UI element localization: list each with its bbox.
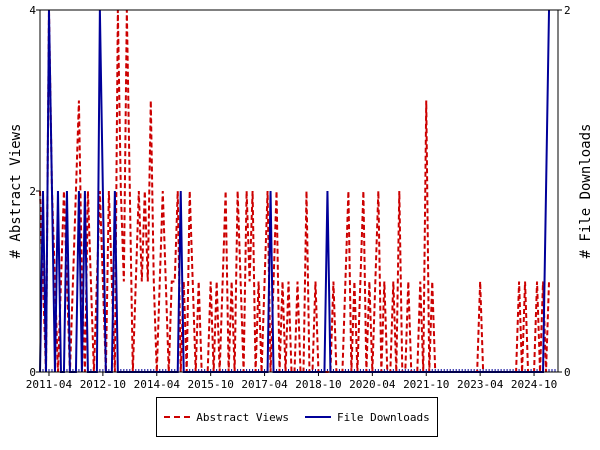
x-tick-label: 2012-10 xyxy=(80,378,126,391)
x-tick-label: 2011-04 xyxy=(26,378,73,391)
legend-label-abstract-views: Abstract Views xyxy=(196,410,289,424)
y-right-tick-label: 2 xyxy=(564,4,571,17)
y-axis-left-title: # Abstract Views xyxy=(8,124,24,259)
plot-frame xyxy=(39,9,559,373)
legend-label-file-downloads: File Downloads xyxy=(337,410,430,424)
y-left-tick-label: 2 xyxy=(29,185,36,198)
x-tick-label: 2020-04 xyxy=(349,378,396,391)
y-axis-right-title: # File Downloads xyxy=(578,124,594,259)
legend-item-file-downloads: File Downloads xyxy=(305,411,430,424)
x-tick-label: 2015-10 xyxy=(187,378,233,391)
y-left-tick-label: 4 xyxy=(29,4,36,17)
x-tick-label: 2024-10 xyxy=(511,378,557,391)
x-tick-label: 2014-04 xyxy=(134,378,181,391)
y-left-tick-label: 0 xyxy=(29,366,36,379)
x-tick-label: 2017-04 xyxy=(241,378,288,391)
x-tick-label: 2023-04 xyxy=(457,378,504,391)
y-right-tick-label: 0 xyxy=(564,366,571,379)
x-tick-label: 2018-10 xyxy=(295,378,341,391)
legend-swatch-abstract-views xyxy=(164,416,191,418)
tick-labels: 2011-04 2012-10 2014-04 2015-10 2017-04 2018-… xyxy=(26,4,571,391)
legend-item-abstract-views: Abstract Views xyxy=(164,411,289,424)
legend: Abstract Views File Downloads xyxy=(156,397,438,437)
legend-swatch-file-downloads xyxy=(305,416,331,418)
x-tick-label: 2021-10 xyxy=(403,378,449,391)
